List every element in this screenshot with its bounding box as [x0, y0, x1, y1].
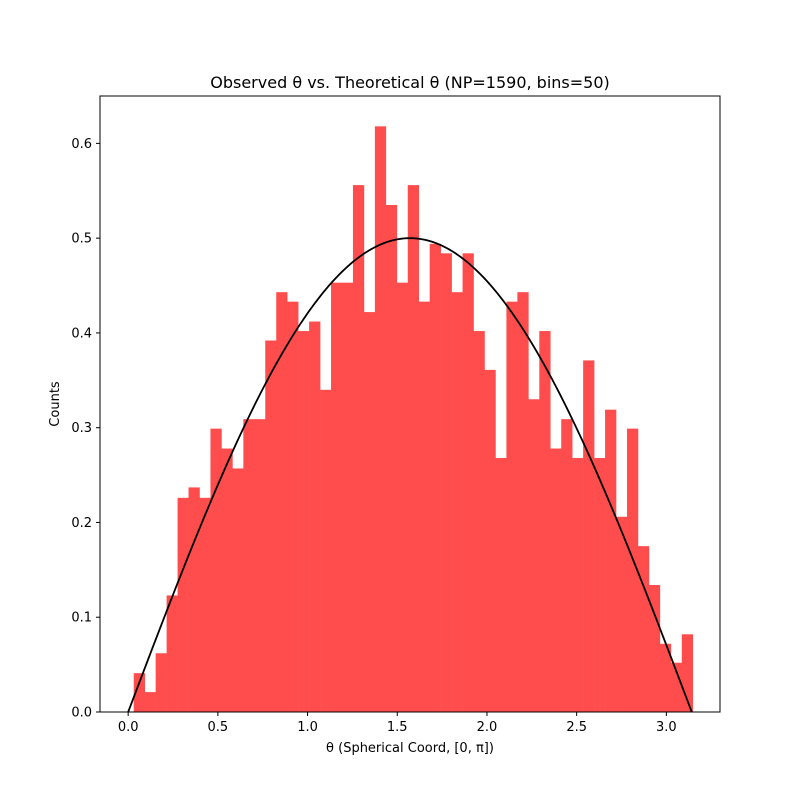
histogram-bar: [341, 282, 354, 712]
histogram-bar: [528, 399, 540, 712]
histogram-bar: [670, 662, 683, 712]
histogram-bar: [616, 516, 628, 712]
chart-title: Observed θ vs. Theoretical θ (NP=1590, b…: [210, 73, 610, 92]
y-tick-label: 0.2: [71, 516, 92, 531]
y-tick-label: 0.5: [71, 232, 92, 247]
x-tick-label: 0.5: [208, 720, 229, 735]
histogram-bar: [550, 448, 562, 712]
histogram-bar: [155, 653, 167, 712]
histogram-bar: [374, 126, 387, 712]
plot-frame: [99, 95, 721, 713]
histogram-bar: [583, 360, 595, 712]
x-tick-label: 3.0: [656, 720, 677, 735]
histogram-bar: [254, 419, 266, 712]
x-tick-label: 1.5: [387, 720, 408, 735]
histogram-bar: [199, 497, 211, 712]
histogram-bar: [561, 419, 573, 712]
x-tick-label: 2.0: [477, 720, 498, 735]
histogram-bar: [681, 634, 694, 712]
histogram-bar: [232, 468, 244, 712]
histogram-bar: [210, 428, 222, 712]
histogram-bar: [659, 643, 672, 712]
histogram-bar: [352, 185, 365, 713]
histogram-bar: [331, 282, 343, 712]
x-tick-label: 0.0: [118, 720, 139, 735]
histogram-bar: [648, 585, 661, 712]
x-axis-label: θ (Spherical Coord, [0, π]): [326, 741, 494, 756]
histogram-bar: [385, 204, 398, 712]
histogram-bar: [243, 419, 255, 712]
histogram-bar: [484, 369, 496, 712]
y-tick-label: 0.4: [71, 326, 92, 341]
histogram-bar: [539, 331, 551, 712]
y-axis-ticks: 0.0 0.1 0.2 0.3 0.4 0.5 0.6: [71, 137, 100, 721]
theory-curve: [127, 237, 693, 713]
histogram-bar: [506, 301, 518, 712]
histogram-bar: [637, 546, 650, 712]
histogram-bar: [495, 458, 507, 712]
histogram-bar: [440, 253, 452, 712]
y-tick-label: 0.0: [71, 706, 92, 721]
histogram-bar: [276, 292, 288, 712]
histogram-bar: [594, 458, 606, 712]
y-tick-label: 0.6: [71, 137, 92, 152]
histogram-bar: [429, 243, 441, 712]
histogram-bar: [133, 673, 145, 712]
histogram-bar: [473, 331, 485, 712]
x-tick-label: 1.0: [297, 720, 318, 735]
y-tick-label: 0.1: [71, 611, 92, 626]
histogram-bar: [298, 331, 310, 712]
histogram-bar: [396, 282, 409, 712]
histogram-bar: [605, 409, 617, 712]
histogram-bar: [517, 292, 529, 712]
histogram-bar: [166, 595, 178, 712]
histogram-bar: [320, 389, 332, 712]
histogram-bars: [133, 126, 694, 713]
y-axis-label: Counts: [48, 381, 63, 427]
histogram-bar: [265, 340, 277, 712]
x-axis-ticks: 0.0 0.5 1.0 1.5 2.0 2.5 3.0: [118, 712, 677, 735]
histogram-bar: [177, 497, 189, 712]
histogram-bar: [407, 185, 420, 713]
histogram-bar: [462, 253, 474, 712]
histogram-bar: [626, 428, 639, 712]
histogram-bar: [221, 448, 233, 712]
histogram-bar: [451, 292, 463, 712]
histogram-bar: [188, 487, 200, 712]
x-tick-label: 2.5: [566, 720, 587, 735]
histogram-bar: [418, 301, 430, 712]
histogram-bar: [309, 321, 321, 712]
histogram-bar: [287, 301, 299, 712]
histogram-bar: [363, 312, 376, 712]
histogram-bar: [144, 692, 156, 712]
histogram-bar: [572, 458, 584, 712]
y-tick-label: 0.3: [71, 421, 92, 436]
